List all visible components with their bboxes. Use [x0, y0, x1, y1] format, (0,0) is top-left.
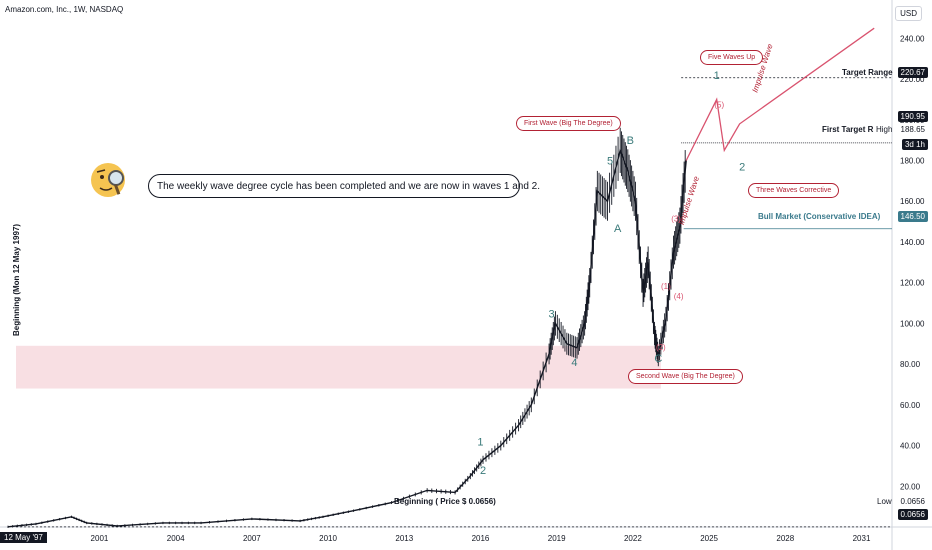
wave-label: 1: [714, 70, 720, 82]
wave-label: 2: [480, 465, 486, 477]
wave-label: A: [614, 223, 622, 235]
y-tick-label: 220.00: [900, 75, 925, 84]
beginning-label: Beginning ( Price $ 0.0656): [394, 497, 496, 506]
y-axis-label: Beginning (Mon 12 May 1997): [12, 223, 21, 336]
y-tick-label: 20.00: [900, 482, 921, 491]
high-price: 188.65: [897, 124, 928, 135]
date-marker: 12 May '97: [0, 532, 47, 543]
tag-three-waves-corrective: Three Waves Corrective: [748, 183, 840, 198]
x-tick-label: 2031: [853, 534, 871, 543]
y-tick-label: 80.00: [900, 360, 921, 369]
x-tick-label: 2007: [243, 534, 261, 543]
tag-first-wave: First Wave (Big The Degree): [516, 116, 621, 131]
detective-emoji-icon: [88, 158, 132, 202]
x-tick-label: 2013: [395, 534, 413, 543]
projection-path: [685, 27, 875, 161]
x-tick-label: 2022: [624, 534, 642, 543]
low-price: 0.0656: [897, 496, 928, 507]
target-range-price: 220.67: [897, 67, 928, 78]
x-tick-label: 2028: [776, 534, 794, 543]
y-tick-label: 160.00: [900, 197, 925, 206]
bull-market-label: Bull Market (Conservative IDEA): [758, 212, 881, 221]
wave-label: (3): [671, 215, 681, 224]
x-tick-label: 2016: [472, 534, 490, 543]
wave-label: (4): [674, 292, 684, 301]
tag-five-waves-up: Five Waves Up: [700, 50, 764, 65]
high-label: High: [876, 125, 893, 134]
x-tick-label: 2004: [167, 534, 185, 543]
wave-label: 2: [739, 162, 745, 174]
y-tick-label: 40.00: [900, 442, 921, 451]
first-target-label: First Target R: [822, 125, 874, 134]
wave-label: 4: [571, 357, 577, 369]
analysis-note: The weekly wave degree cycle has been co…: [148, 174, 540, 198]
y-tick-label: 100.00: [900, 319, 925, 328]
wave-label: 5: [607, 156, 613, 168]
low-label: Low: [877, 497, 892, 506]
first-target-price: 190.95: [897, 111, 928, 122]
x-tick-label: 2010: [319, 534, 337, 543]
y-tick-label: 60.00: [900, 401, 921, 410]
support-zone: [16, 345, 661, 389]
y-tick-label: 240.00: [900, 34, 925, 43]
x-tick-label: 2001: [91, 534, 109, 543]
y-tick-label: 180.00: [900, 157, 925, 166]
wave-label: (1): [661, 282, 671, 291]
wave-label: 1: [477, 437, 483, 449]
wave-label: 3: [549, 308, 555, 320]
tag-second-wave: Second Wave (Big The Degree): [628, 369, 743, 384]
wave-label: C: [654, 353, 662, 365]
y-tick-label: 120.00: [900, 279, 925, 288]
wave-label: (5): [714, 101, 724, 110]
chart-title: Amazon.com, Inc., 1W, NASDAQ: [5, 5, 124, 14]
price-series-line: [7, 147, 687, 528]
target-range-label: Target Range: [842, 68, 893, 77]
y-tick-label: 140.00: [900, 238, 925, 247]
x-tick-label: 2025: [700, 534, 718, 543]
currency-button[interactable]: USD: [895, 6, 922, 21]
x-tick-label: 2019: [548, 534, 566, 543]
last-price: 0.0656: [897, 509, 928, 520]
countdown-tag: 3d 1h: [901, 139, 928, 150]
bull-market-price: 146.50: [897, 211, 928, 222]
wave-label: B: [627, 135, 634, 147]
wave-label: (2): [656, 343, 666, 352]
